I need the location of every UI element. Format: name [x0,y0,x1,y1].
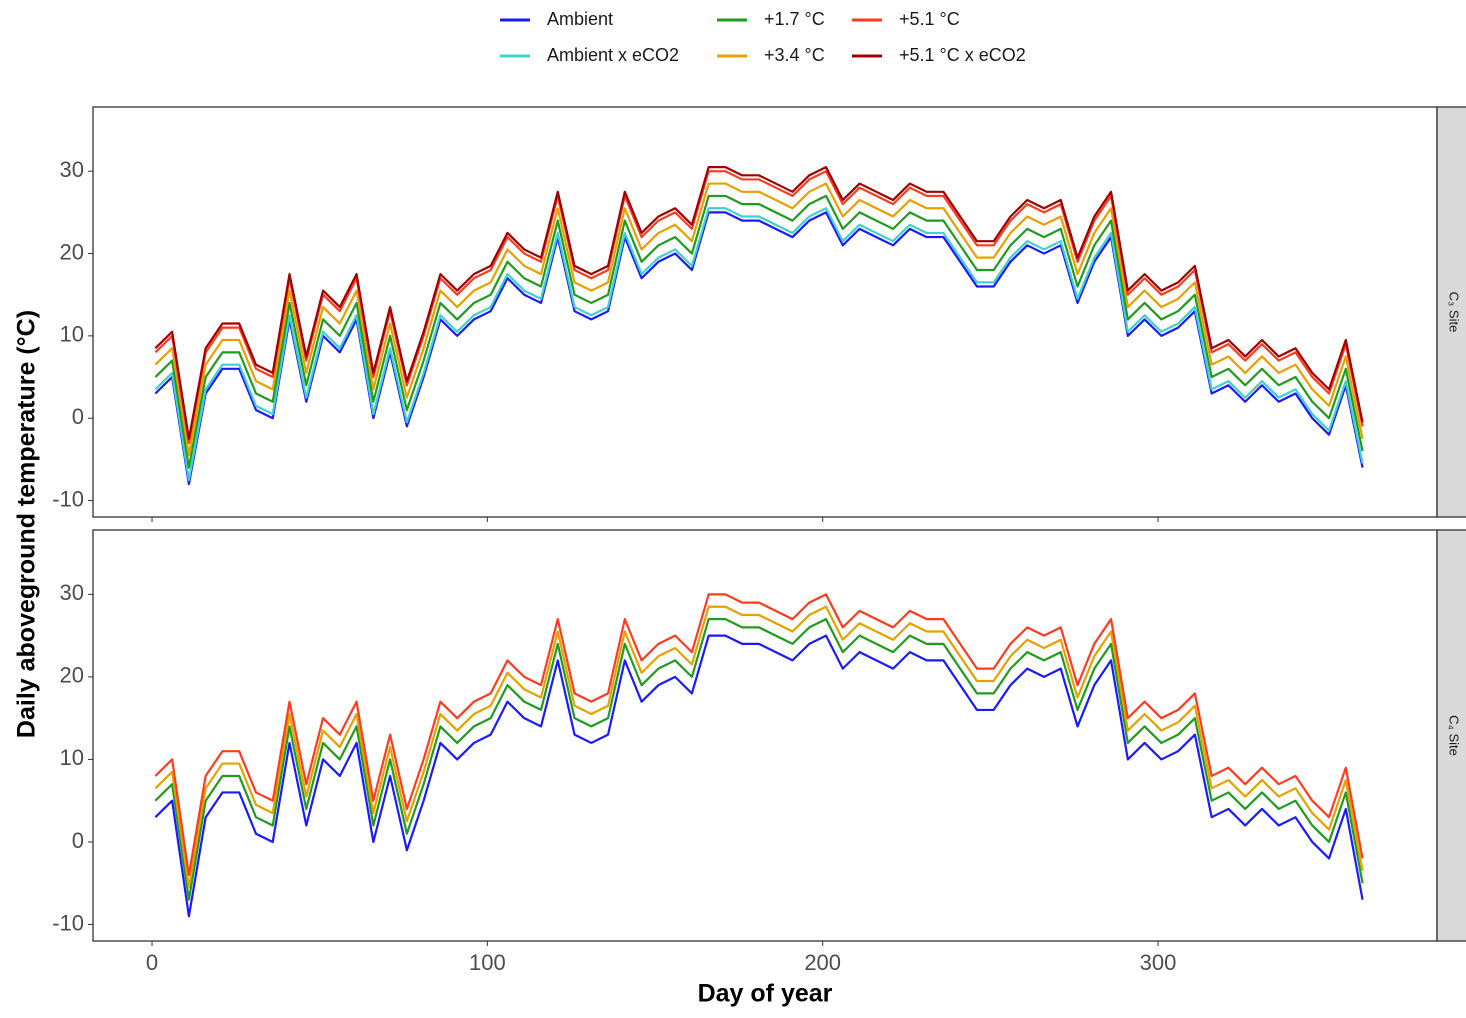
x-tick-label: 200 [804,950,841,975]
series-line [154,194,1364,469]
x-tick-label: 300 [1140,950,1177,975]
legend-label: Ambient x eCO2 [547,45,679,65]
panel-background [93,530,1437,941]
y-tick-label: 10 [60,322,84,347]
x-tick-label: 0 [146,950,158,975]
y-tick-label: -10 [52,910,84,935]
series-line [154,166,1364,440]
strip-label: C₄ Site [1447,715,1462,756]
series-line [154,182,1364,457]
legend-label: +3.4 °C [764,45,825,65]
y-axis-title: Daily aboveground temperature (°C) [13,310,41,738]
strip [1436,106,1466,518]
series-line [154,605,1364,889]
series-line [154,634,1364,918]
legend-label: Ambient [547,9,613,29]
strip-label: C₃ Site [1447,292,1462,333]
series-line [154,593,1364,877]
legend-label: +5.1 °C x eCO2 [899,45,1026,65]
y-tick-label: 20 [60,239,84,264]
y-tick-label: 30 [60,157,84,182]
series-line [154,207,1364,482]
x-tick-label: 100 [469,950,506,975]
legend-label: +5.1 °C [899,9,960,29]
y-tick-label: 0 [72,828,84,853]
series-line [154,618,1364,901]
y-tick-label: 20 [60,663,84,688]
strip [1436,529,1466,942]
y-tick-label: 10 [60,745,84,770]
legend-label: +1.7 °C [764,9,825,29]
y-tick-label: 30 [60,580,84,605]
y-tick-label: 0 [72,404,84,429]
x-axis-title: Day of year [698,980,833,1008]
y-tick-label: -10 [52,486,84,511]
